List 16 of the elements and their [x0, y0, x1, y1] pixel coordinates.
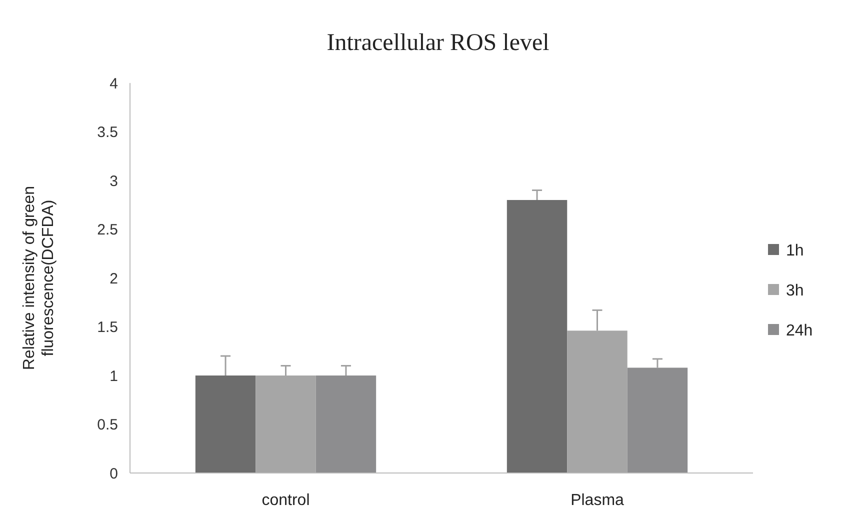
y-tick-label: 2 — [110, 270, 118, 288]
y-axis-title: Relative intensity of green fluorescence(DCFDA) — [21, 186, 58, 370]
x-tick-label: control — [262, 492, 310, 508]
chart-title: Intracellular ROS level — [326, 30, 550, 56]
x-tick-label: Plasma — [570, 492, 624, 508]
y-tick-label: 0.5 — [97, 416, 118, 434]
y-tick-label: 0 — [110, 465, 118, 482]
y-tick-label: 3 — [110, 172, 118, 190]
legend-label: 1h — [786, 242, 804, 260]
legend-label: 3h — [786, 282, 804, 300]
y-tick-label: 1 — [110, 368, 118, 385]
y-tick-label: 2.5 — [97, 222, 118, 238]
y-tick-label: 4 — [110, 75, 118, 92]
y-tick-label: 3.5 — [97, 124, 118, 141]
y-tick-label: 1.5 — [97, 319, 118, 336]
legend-label: 24h — [786, 322, 813, 340]
